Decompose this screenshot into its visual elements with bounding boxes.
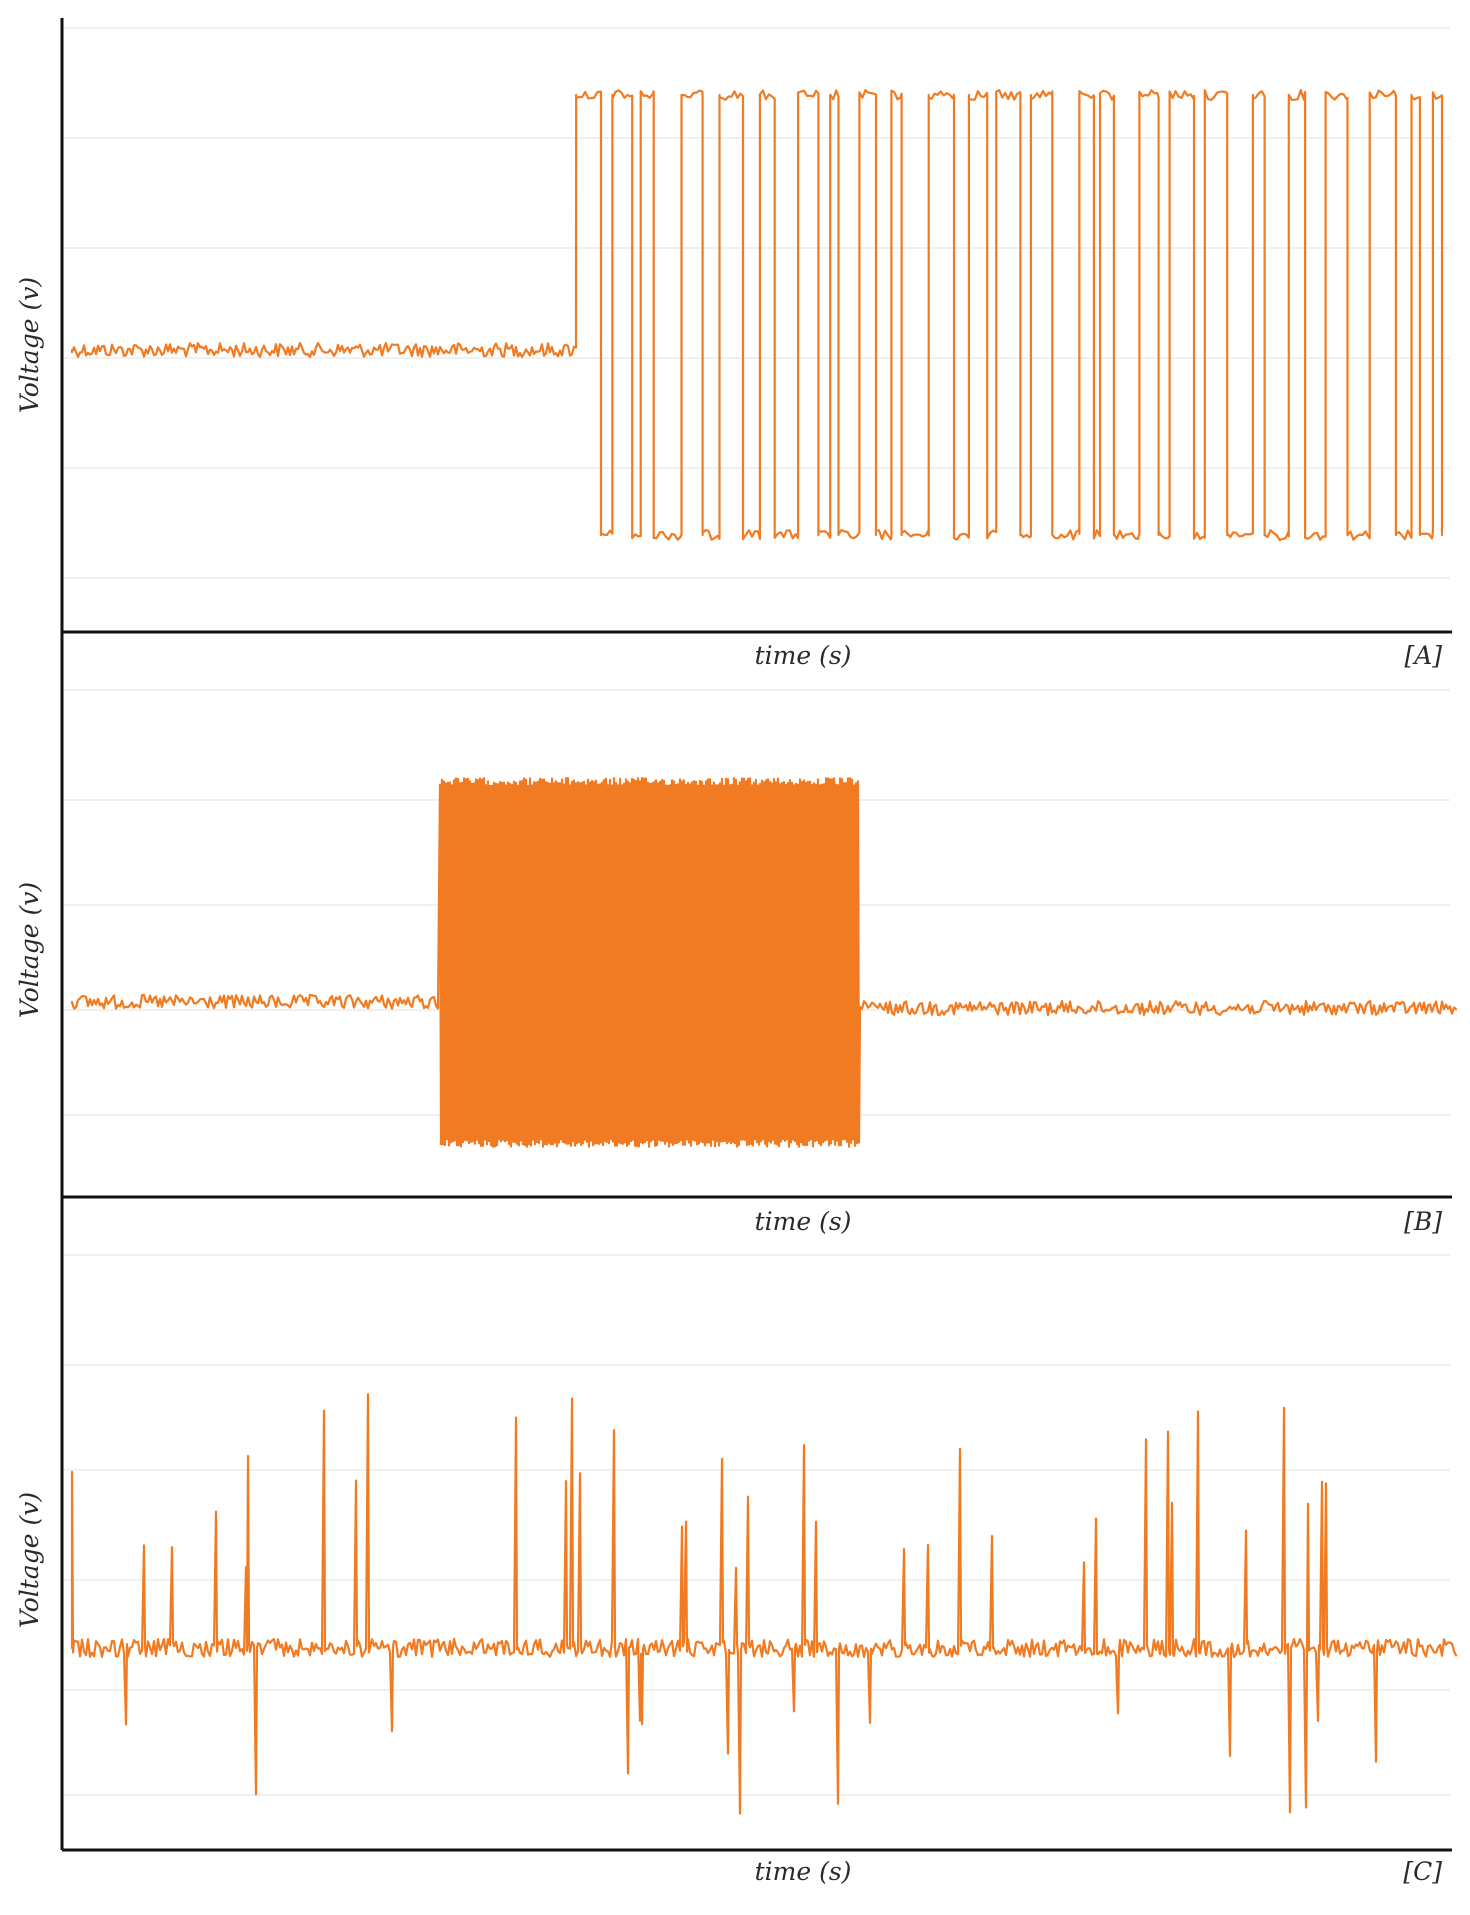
voltage-trace-c [70, 1393, 1458, 1815]
grid-lines-a [64, 27, 1450, 579]
y-axis-label-a: Voltage (v) [15, 277, 44, 413]
panel-label-a: [A] [1404, 641, 1442, 670]
x-axis-label-a: time (s) [755, 641, 852, 670]
y-axis-label-b: Voltage (v) [15, 882, 44, 1018]
panel-label-c: [C] [1403, 1857, 1442, 1886]
panel-label-b: [B] [1404, 1207, 1442, 1236]
voltage-trace-b [70, 776, 1458, 1148]
panel-a: Voltage (v) time (s) [A] [15, 18, 1452, 670]
grid-lines-c [64, 1254, 1450, 1796]
y-axis-label-c: Voltage (v) [15, 1492, 44, 1628]
panel-b: Voltage (v) time (s) [B] [15, 632, 1458, 1236]
voltage-trace-a [70, 89, 1444, 541]
panel-c: Voltage (v) time (s) [C] [15, 1197, 1458, 1886]
x-axis-label-c: time (s) [755, 1857, 852, 1886]
x-axis-label-b: time (s) [755, 1207, 852, 1236]
